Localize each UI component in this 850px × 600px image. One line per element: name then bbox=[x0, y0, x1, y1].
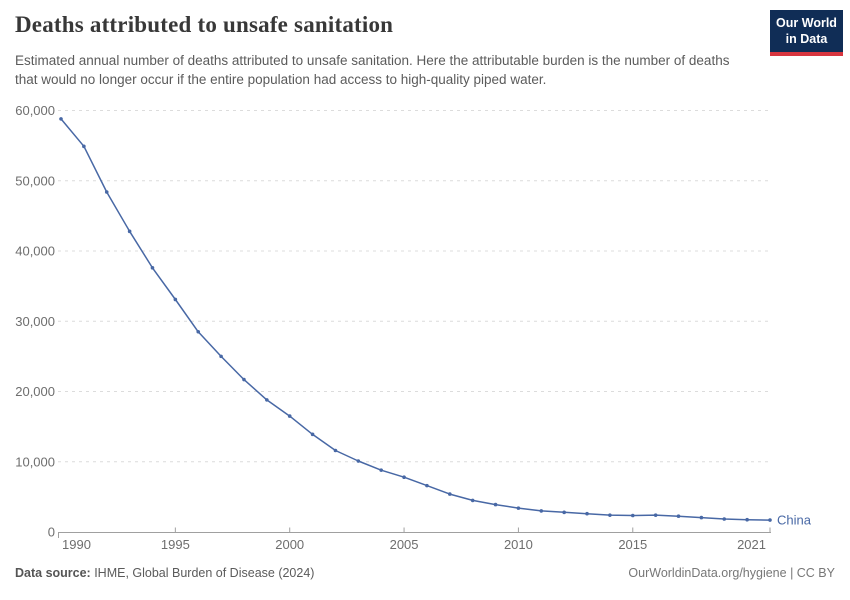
data-point bbox=[722, 517, 727, 521]
x-axis-tick-label: 2005 bbox=[390, 537, 419, 552]
data-point bbox=[173, 297, 178, 302]
data-point bbox=[402, 475, 406, 480]
data-point bbox=[310, 432, 315, 437]
data-point bbox=[59, 117, 63, 121]
data-point bbox=[333, 448, 338, 453]
data-point bbox=[493, 502, 498, 507]
data-point bbox=[448, 492, 452, 496]
data-point bbox=[150, 266, 155, 270]
owid-logo[interactable]: Our World in Data bbox=[770, 10, 843, 56]
data-point bbox=[196, 329, 201, 334]
data-point bbox=[470, 498, 475, 503]
data-point bbox=[356, 459, 361, 463]
data-line-china[interactable] bbox=[60, 118, 771, 521]
data-point bbox=[745, 517, 749, 522]
y-axis-tick-label: 30,000 bbox=[15, 314, 55, 329]
data-point bbox=[265, 398, 269, 402]
data-point bbox=[539, 509, 544, 513]
data-point bbox=[127, 229, 132, 234]
page-title: Deaths attributed to unsafe sanitation bbox=[15, 12, 394, 37]
license-credit: OurWorldinData.org/hygiene | CC BY bbox=[628, 566, 835, 580]
chart-footer: Data source: IHME, Global Burden of Dise… bbox=[15, 566, 835, 580]
data-source-note: Data source: IHME, Global Burden of Dise… bbox=[15, 566, 314, 580]
x-axis-tick-label: 2000 bbox=[275, 537, 304, 552]
data-point bbox=[676, 514, 681, 518]
x-axis-tick-label: 2015 bbox=[618, 537, 647, 552]
x-axis-tick-label: 2010 bbox=[504, 537, 533, 552]
chart-subtitle: Estimated annual number of deaths attrib… bbox=[15, 53, 730, 87]
x-axis-tick-label: 1990 bbox=[62, 537, 91, 552]
data-point bbox=[104, 190, 109, 194]
y-axis-tick-label: 10,000 bbox=[15, 454, 55, 469]
entity-label-china[interactable]: China bbox=[777, 513, 812, 528]
data-source-text: IHME, Global Burden of Disease (2024) bbox=[90, 566, 315, 580]
data-point bbox=[653, 513, 658, 517]
data-point bbox=[562, 510, 566, 515]
line-chart-plot-area[interactable]: 0 10,000 20,000 30,000 40,000 50,000 60,000 199… bbox=[0, 96, 850, 562]
data-point bbox=[242, 377, 246, 382]
data-point bbox=[516, 506, 521, 510]
data-point bbox=[630, 513, 635, 518]
y-axis-tick-label: 0 bbox=[48, 525, 55, 540]
y-axis-tick-label: 40,000 bbox=[15, 244, 55, 259]
data-point bbox=[585, 511, 589, 516]
y-axis-tick-label: 20,000 bbox=[15, 384, 55, 399]
data-point bbox=[82, 144, 86, 149]
y-axis-tick-label: 60,000 bbox=[15, 103, 55, 118]
data-point bbox=[768, 518, 772, 522]
data-point bbox=[287, 414, 292, 418]
data-point bbox=[425, 483, 429, 488]
x-axis-tick-label: 1995 bbox=[161, 537, 190, 552]
owid-logo-text: Our World in Data bbox=[770, 10, 843, 52]
data-point bbox=[379, 468, 383, 472]
data-point bbox=[608, 513, 612, 517]
owid-logo-accent-bar bbox=[770, 51, 843, 56]
x-axis-tick-label: 2021 bbox=[737, 537, 766, 552]
y-axis-tick-label: 50,000 bbox=[15, 173, 55, 188]
data-point bbox=[219, 354, 223, 359]
data-point bbox=[699, 515, 704, 520]
data-source-label: Data source: bbox=[15, 566, 91, 580]
